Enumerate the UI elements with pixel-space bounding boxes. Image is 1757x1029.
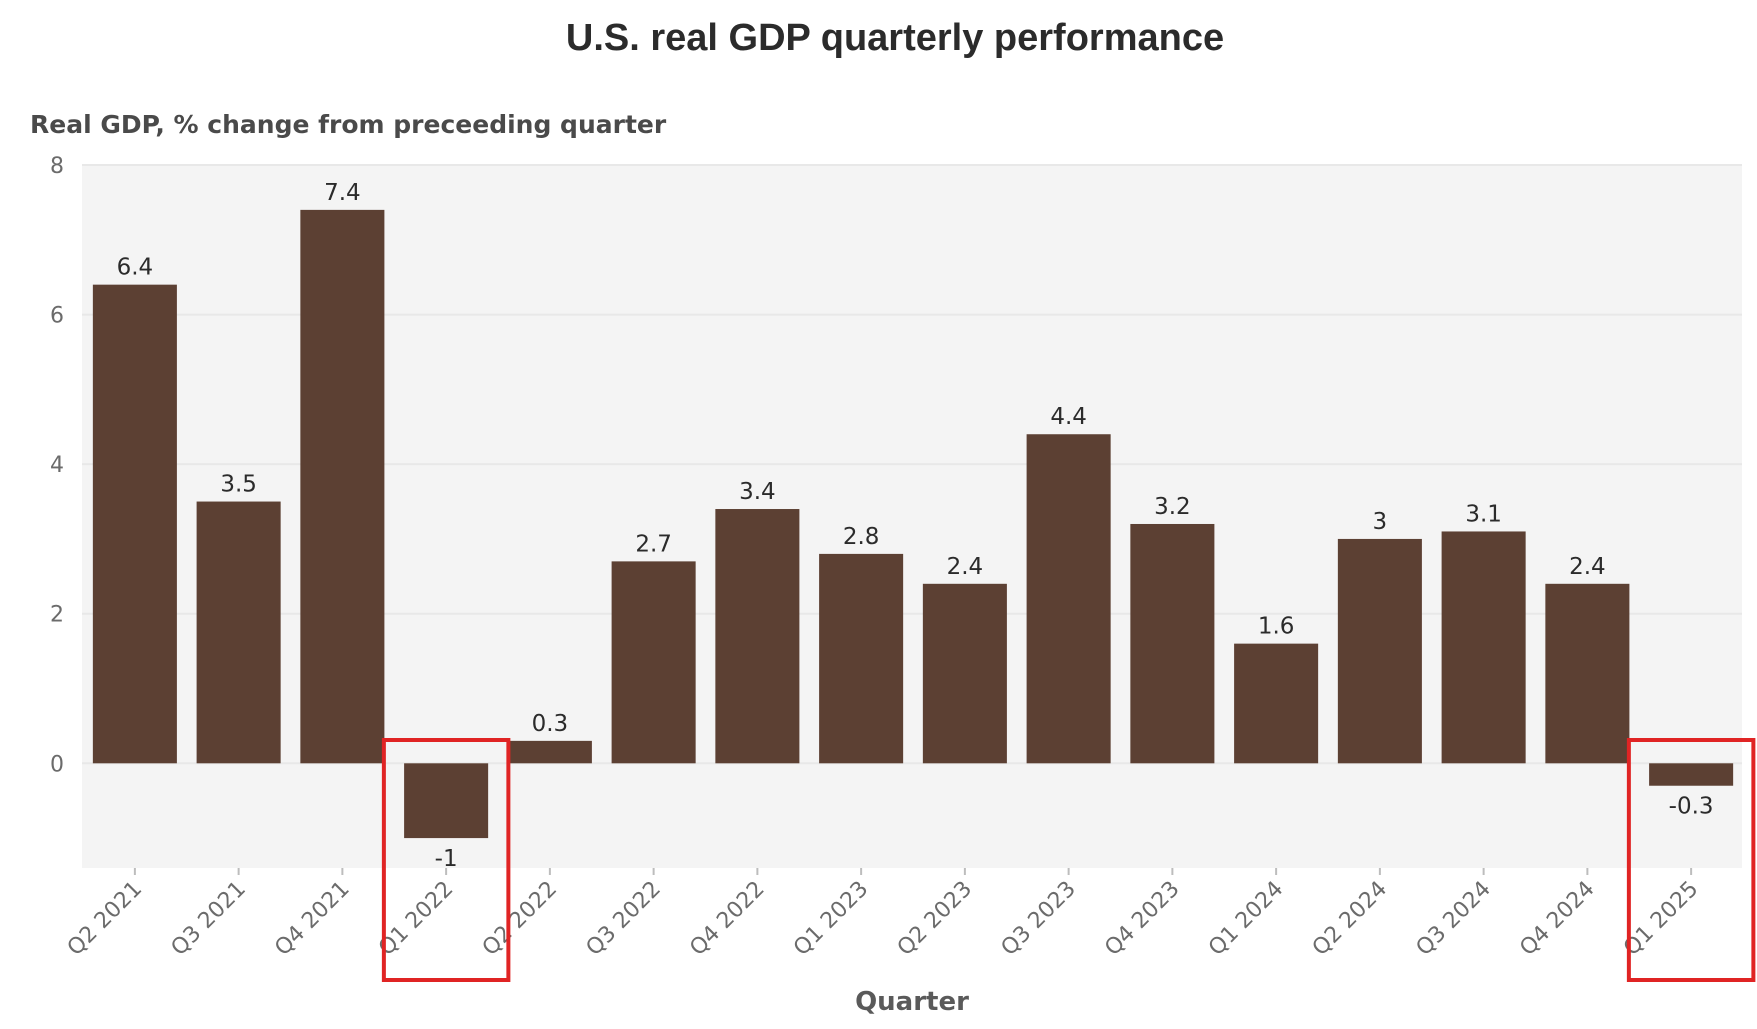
bar [1545, 583, 1630, 764]
highlight-box [381, 738, 511, 982]
x-tick-label: Q3 2023 [997, 877, 1081, 961]
bar [715, 509, 800, 764]
data-label: 3.4 [739, 479, 776, 505]
data-label: 4.4 [1050, 404, 1087, 430]
y-ticks: 0 2 4 6 8 [50, 154, 64, 777]
bar [1026, 434, 1111, 764]
bar [507, 740, 592, 764]
y-tick-label: 2 [50, 603, 64, 628]
x-tick-label: Q2 2022 [478, 877, 562, 961]
data-label: -0.3 [1669, 794, 1714, 820]
data-label: 2.8 [843, 524, 880, 550]
y-tick-label: 0 [50, 752, 64, 777]
y-tick-label: 8 [50, 154, 64, 179]
bar [819, 553, 904, 764]
x-tick-label: Q1 2023 [789, 877, 873, 961]
bar [404, 763, 489, 839]
bar [1441, 531, 1526, 764]
data-label: 0.3 [532, 711, 569, 737]
bar [196, 501, 281, 764]
data-label: 2.7 [635, 531, 672, 557]
bars [92, 209, 1734, 839]
x-tick-label: Q1 2024 [1204, 877, 1288, 961]
x-tick-label: Q4 2024 [1515, 877, 1599, 961]
x-tick-label: Q3 2021 [167, 877, 251, 961]
data-label: 3.1 [1465, 501, 1502, 527]
highlight-box [1626, 738, 1756, 982]
bar [1337, 538, 1422, 764]
x-tick-label: Q2 2024 [1308, 877, 1392, 961]
x-ticks: Q2 2021 Q3 2021 Q4 2021 Q1 2022 Q2 2022 Q3 20… [63, 868, 1703, 961]
data-label: 3.5 [220, 472, 257, 498]
y-tick-label: 6 [50, 304, 64, 329]
highlight-boxes [381, 738, 1756, 982]
bar [611, 561, 696, 764]
x-tick-label: Q4 2021 [270, 877, 354, 961]
bar [1130, 523, 1215, 764]
data-label: 3 [1373, 509, 1388, 535]
data-label: 2.4 [947, 554, 984, 580]
data-label: 2.4 [1569, 554, 1606, 580]
x-tick-label: Q2 2023 [893, 877, 977, 961]
data-label: -1 [435, 846, 458, 872]
data-label: 3.2 [1154, 494, 1191, 520]
x-tick-label: Q1 2022 [374, 877, 458, 961]
chart-title: U.S. real GDP quarterly performance [566, 17, 1224, 59]
data-label: 6.4 [117, 255, 154, 281]
bar [1234, 643, 1319, 764]
bar [1649, 763, 1734, 786]
x-tick-label: Q4 2023 [1100, 877, 1184, 961]
y-axis-label: Real GDP, % change from preceeding quart… [30, 110, 667, 139]
bar [300, 209, 385, 764]
data-label: 1.6 [1258, 614, 1295, 640]
x-tick-label: Q1 2025 [1619, 877, 1703, 961]
y-tick-label: 4 [50, 453, 64, 478]
x-axis-label: Quarter [855, 987, 969, 1017]
x-tick-label: Q4 2022 [685, 877, 769, 961]
bar [92, 284, 177, 764]
bar [922, 583, 1007, 764]
x-tick-label: Q2 2021 [63, 877, 147, 961]
data-labels: 6.4 3.5 7.4 -1 0.3 2.7 3.4 2.8 2.4 4.4 3.2 1.6 3 3.1 2… [117, 180, 1714, 872]
data-label: 7.4 [324, 180, 361, 206]
x-tick-label: Q3 2022 [582, 877, 666, 961]
x-tick-label: Q3 2024 [1412, 877, 1496, 961]
